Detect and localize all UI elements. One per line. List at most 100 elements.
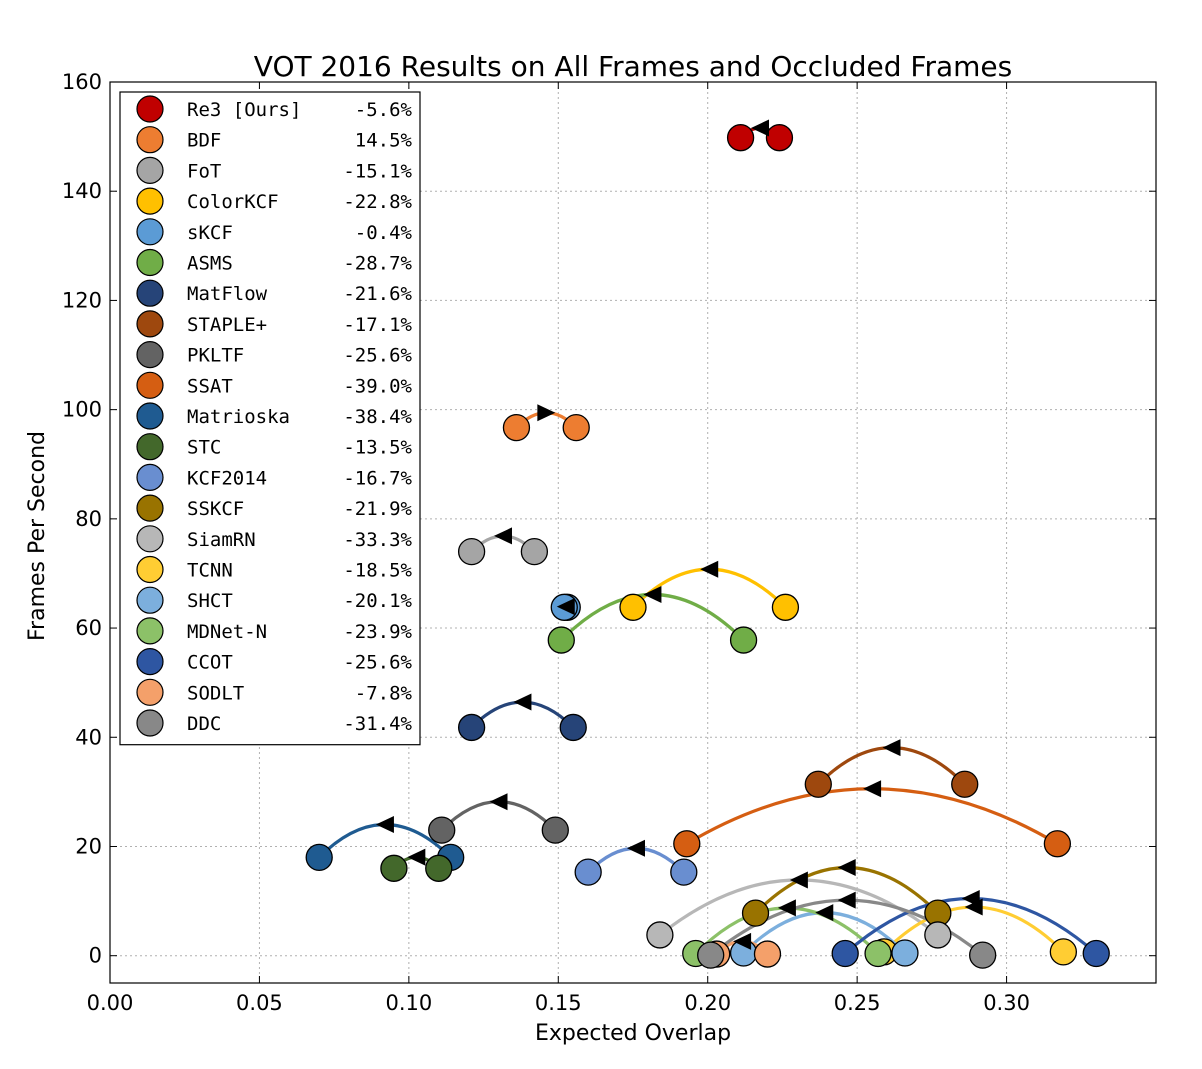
point-occluded [619, 593, 647, 621]
series-arrows [375, 119, 983, 950]
legend-marker [136, 126, 164, 154]
plot-frame [109, 81, 1157, 984]
point-occluded [726, 124, 755, 152]
direction-arrow [961, 890, 980, 908]
point-all-frames [541, 816, 569, 844]
direction-arrow [407, 848, 426, 866]
legend-change: -20.1% [343, 590, 412, 612]
point-occluded [646, 921, 674, 949]
x-tick-label: 0.20 [684, 991, 731, 1015]
point-occluded [562, 414, 590, 442]
direction-arrow [777, 899, 796, 917]
legend-label: sKCF [187, 222, 233, 244]
legend-label: BDF [187, 130, 221, 152]
point-occluded [574, 858, 602, 886]
legend-change: -38.4% [343, 406, 412, 428]
y-tick-label: 120 [62, 288, 102, 312]
legend-change: -33.3% [343, 529, 412, 551]
y-tick-label: 60 [75, 616, 102, 640]
point-all-frames [1043, 830, 1072, 858]
direction-arrow [626, 839, 645, 857]
legend-label: MatFlow [187, 283, 268, 305]
legend-label: FoT [187, 160, 221, 182]
point-occluded [457, 537, 486, 566]
point-all-frames [502, 414, 531, 442]
legend-marker [136, 341, 164, 369]
x-tick-label: 0.05 [236, 991, 283, 1015]
direction-arrow [789, 871, 808, 889]
point-occluded [547, 626, 575, 654]
legend-change: -28.7% [343, 253, 412, 275]
legend-change: -25.6% [343, 345, 412, 367]
legend-change: -5.6% [355, 99, 413, 121]
axis-ticks: 0.00 0.05 0.10 0.15 0.20 0.25 0.30 0 20 40 60 80 100… [62, 70, 1156, 1015]
legend-marker [136, 310, 164, 338]
direction-arrow [882, 739, 901, 757]
x-tick-label: 0.00 [87, 991, 134, 1015]
legend-label: STC [187, 437, 221, 459]
x-tick-label: 0.25 [834, 991, 881, 1015]
x-axis-label: Expected Overlap [535, 1021, 731, 1046]
point-all-frames [729, 626, 758, 654]
point-occluded [831, 939, 859, 968]
point-all-frames [520, 537, 549, 566]
direction-arrow [815, 904, 834, 922]
point-all-frames [1082, 939, 1110, 968]
point-occluded [305, 843, 333, 872]
legend-marker [136, 95, 164, 123]
y-tick-label: 0 [89, 944, 102, 968]
x-tick-label: 0.10 [385, 991, 432, 1015]
direction-arrow [733, 932, 752, 950]
legend-change: -16.7% [343, 467, 412, 489]
direction-arrow [556, 598, 575, 616]
x-tick-label: 0.30 [983, 991, 1030, 1015]
legend-label: STAPLE+ [187, 314, 267, 336]
chart-title: VOT 2016 Results on All Frames and Occlu… [254, 50, 1012, 83]
point-all-frames [864, 939, 892, 968]
direction-arrow [489, 793, 508, 811]
direction-arrow [493, 527, 512, 545]
direction-arrow [700, 560, 719, 578]
legend-marker [136, 525, 164, 553]
legend-marker [136, 647, 164, 676]
legend-marker [136, 279, 164, 307]
legend-marker [136, 371, 164, 399]
y-tick-label: 140 [62, 179, 102, 203]
legend-label: MDNet-N [187, 621, 267, 643]
direction-arrow [643, 585, 662, 603]
direction-arrow [375, 816, 394, 834]
legend-change: -31.4% [343, 713, 412, 735]
legend-change: -21.6% [343, 283, 412, 305]
legend-marker [136, 218, 164, 246]
point-occluded [457, 713, 486, 742]
point-occluded [673, 830, 701, 858]
legend-marker [136, 463, 164, 491]
legend-marker [136, 555, 164, 584]
point-all-frames [969, 941, 997, 969]
legend-label: ColorKCF [187, 191, 279, 213]
point-all-frames [924, 921, 952, 949]
point-occluded [697, 941, 725, 969]
legend-change: -39.0% [343, 375, 412, 397]
point-all-frames [951, 770, 979, 798]
legend-change: -22.8% [343, 191, 412, 213]
legend-label: Re3 [Ours] [187, 99, 301, 121]
legend-label: SSAT [187, 375, 233, 397]
direction-arrow [863, 780, 882, 798]
legend-change: -18.5% [343, 560, 412, 582]
point-all-frames [765, 124, 794, 152]
legend-marker [136, 156, 164, 184]
y-tick-label: 160 [62, 70, 102, 94]
legend-marker [136, 187, 164, 215]
y-tick-label: 100 [62, 398, 102, 422]
legend-change: -23.9% [343, 621, 412, 643]
legend-label: KCF2014 [187, 467, 267, 489]
point-all-frames [753, 940, 782, 968]
legend-box [119, 91, 421, 746]
legend-label: Matrioska [187, 406, 290, 428]
point-all-frames [425, 854, 453, 882]
legend-change: -13.5% [343, 437, 412, 459]
direction-arrow [513, 693, 532, 711]
point-occluded [380, 854, 408, 882]
